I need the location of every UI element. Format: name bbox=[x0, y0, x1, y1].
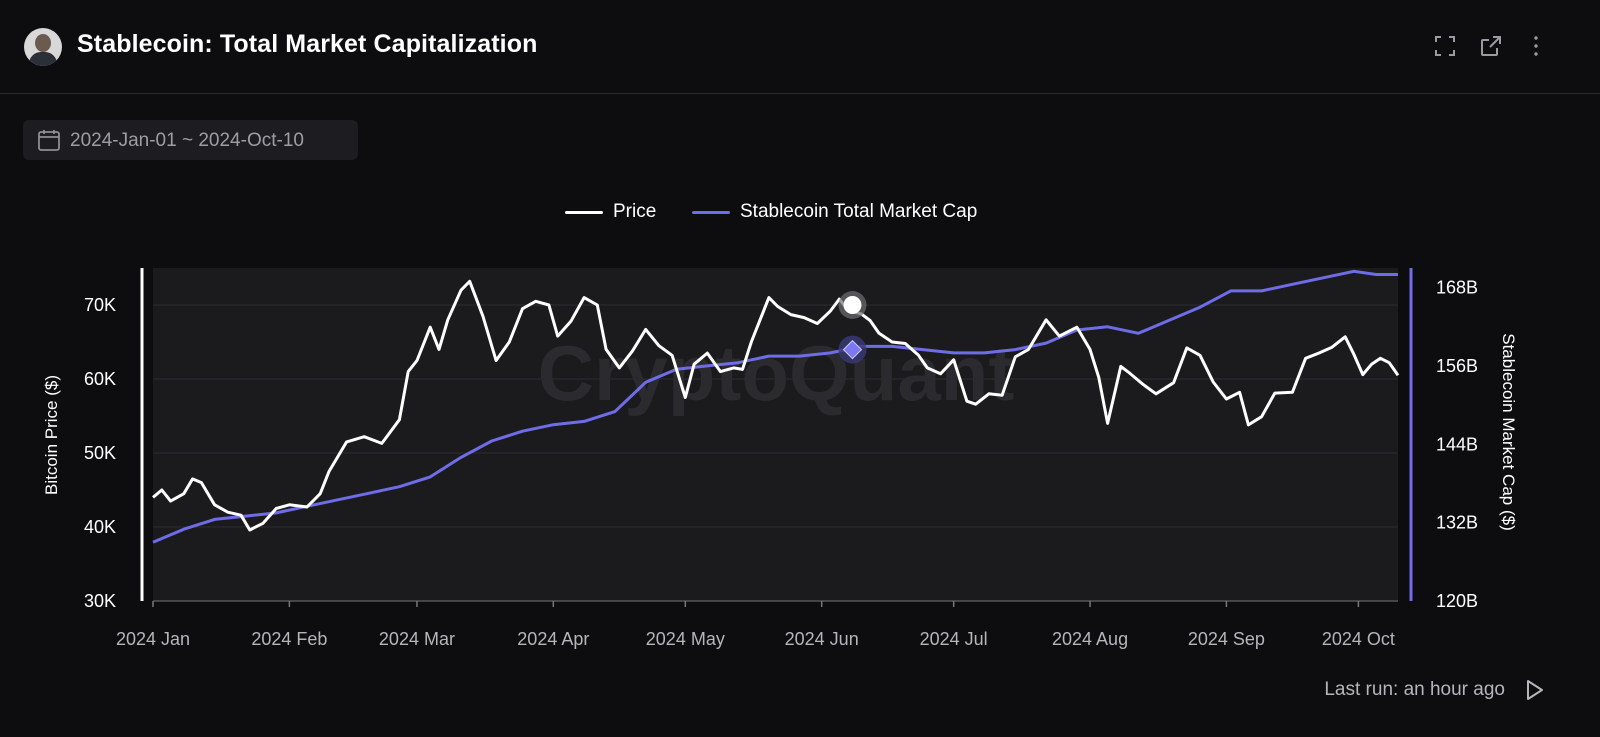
price-marker[interactable] bbox=[843, 296, 862, 314]
x-tick-label: 2024 Mar bbox=[379, 629, 455, 649]
x-tick-label: 2024 Aug bbox=[1052, 629, 1128, 649]
date-range-label: 2024-Jan-01 ~ 2024-Oct-10 bbox=[70, 130, 304, 151]
header-bar: Stablecoin: Total Market Capitalization bbox=[0, 0, 1600, 94]
y-right-tick-label: 156B bbox=[1436, 356, 1478, 376]
legend-label-stablecoin: Stablecoin Total Market Cap bbox=[740, 201, 978, 222]
y-left-tick-label: 50K bbox=[84, 443, 116, 463]
x-tick-label: 2024 Jan bbox=[116, 629, 190, 649]
x-tick-label: 2024 May bbox=[646, 629, 725, 649]
external-link-icon[interactable] bbox=[1479, 34, 1503, 58]
y-right-tick-label: 120B bbox=[1436, 591, 1478, 611]
y-left-tick-label: 60K bbox=[84, 369, 116, 389]
play-icon[interactable] bbox=[1520, 676, 1548, 704]
x-tick-label: 2024 Sep bbox=[1188, 629, 1265, 649]
y-left-axis-title: Bitcoin Price ($) bbox=[42, 375, 61, 495]
date-range-picker[interactable]: 2024-Jan-01 ~ 2024-Oct-10 bbox=[23, 120, 358, 160]
legend-item-price[interactable]: Price bbox=[565, 201, 656, 223]
x-tick-label: 2024 Oct bbox=[1322, 629, 1395, 649]
legend-label-price: Price bbox=[613, 201, 657, 222]
fullscreen-icon[interactable] bbox=[1433, 34, 1457, 58]
x-tick-label: 2024 Feb bbox=[251, 629, 327, 649]
watermark: CryptoQuant bbox=[538, 329, 1015, 417]
y-right-tick-label: 168B bbox=[1436, 278, 1478, 298]
last-run-label: Last run: an hour ago bbox=[1324, 679, 1505, 700]
calendar-icon bbox=[38, 130, 60, 151]
y-right-axis-title: Stablecoin Market Cap ($) bbox=[1499, 333, 1518, 530]
y-left-tick-label: 40K bbox=[84, 517, 116, 537]
x-tick-label: 2024 Jun bbox=[785, 629, 859, 649]
legend-item-stablecoin[interactable]: Stablecoin Total Market Cap bbox=[692, 201, 977, 223]
more-vertical-icon[interactable] bbox=[1524, 34, 1548, 58]
y-right-tick-label: 144B bbox=[1436, 434, 1478, 454]
stablecoin-marker[interactable] bbox=[842, 339, 863, 360]
series-line-price bbox=[152, 279, 1400, 532]
x-tick-label: 2024 Jul bbox=[920, 629, 988, 649]
plot-area bbox=[153, 268, 1398, 601]
chart-legend: Price Stablecoin Total Market Cap bbox=[0, 201, 1600, 227]
y-right-tick-label: 132B bbox=[1436, 513, 1478, 533]
series-line-stablecoin bbox=[152, 269, 1398, 544]
y-left-tick-label: 70K bbox=[84, 295, 116, 315]
avatar[interactable] bbox=[24, 28, 62, 66]
legend-swatch-price bbox=[565, 210, 603, 214]
x-tick-label: 2024 Apr bbox=[517, 629, 589, 649]
y-left-tick-label: 30K bbox=[84, 591, 116, 611]
legend-swatch-stablecoin bbox=[692, 210, 730, 214]
page-title: Stablecoin: Total Market Capitalization bbox=[77, 30, 538, 58]
